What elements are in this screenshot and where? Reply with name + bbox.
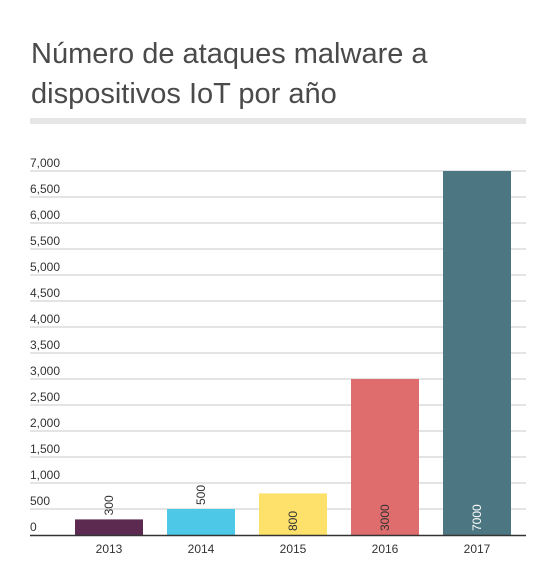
title-divider [30,118,526,124]
y-tick-label: 5,000 [30,260,60,274]
x-tick-label: 2015 [280,542,307,556]
bar-value-label: 3000 [378,504,392,531]
x-tick-label: 2013 [96,542,123,556]
y-axis-ticks: 0 500 1,000 1,500 2,000 2,500 3,000 3,500 4,000 4… [30,156,60,534]
bars [75,171,511,535]
y-tick-label: 6,000 [30,208,60,222]
x-axis-ticks: 2013 2014 2015 2016 2017 [96,542,491,556]
y-tick-label: 1,000 [30,468,60,482]
bar-value-label: 300 [102,495,116,515]
y-tick-label: 0 [30,520,37,534]
y-tick-label: 1,500 [30,442,60,456]
bar-value-label: 7000 [470,504,484,531]
bar-value-label: 800 [286,511,300,531]
bar [167,509,235,535]
y-tick-label: 4,000 [30,312,60,326]
y-tick-label: 4,500 [30,286,60,300]
x-tick-label: 2016 [372,542,399,556]
bar [351,379,419,535]
bar [443,171,511,535]
x-tick-label: 2017 [464,542,491,556]
bar [259,493,327,535]
y-tick-label: 5,500 [30,234,60,248]
y-tick-label: 500 [30,494,50,508]
bar [75,519,143,535]
y-tick-label: 2,000 [30,416,60,430]
bar-value-label: 500 [194,485,208,505]
y-tick-label: 2,500 [30,390,60,404]
chart-title: Número de ataques malware a dispositivos… [31,38,428,110]
y-tick-label: 3,000 [30,364,60,378]
x-tick-label: 2014 [188,542,215,556]
y-tick-label: 7,000 [30,156,60,170]
y-tick-label: 3,500 [30,338,60,352]
y-tick-label: 6,500 [30,182,60,196]
value-labels: 300 500 800 3000 7000 [102,485,484,531]
